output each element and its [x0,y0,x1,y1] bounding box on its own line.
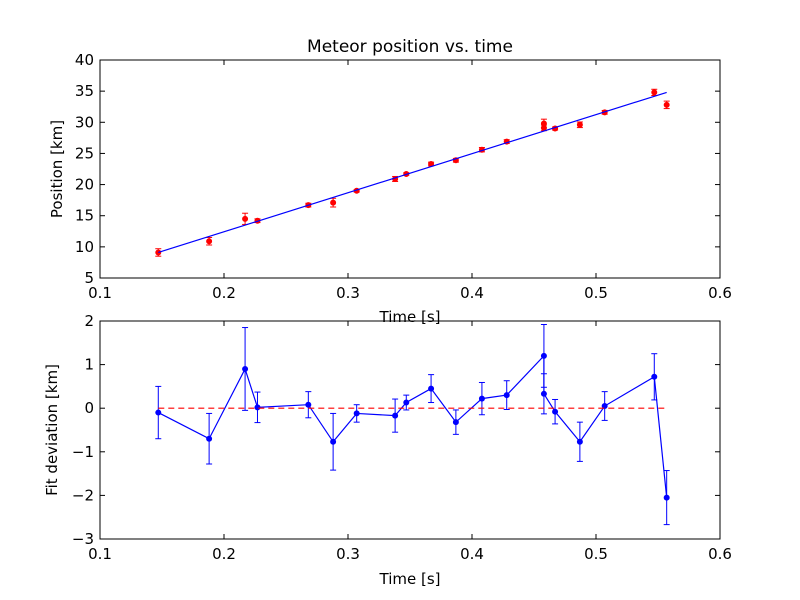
y-axis: 5 10 15 20 25 30 35 40 [75,51,720,287]
plot-area [155,88,670,257]
position-subplot: Meteor position vs. time 0.1 0.2 0.3 0.4 0.5… [48,37,732,326]
x-axis-label: Time [s] [379,308,441,326]
data-point [330,438,337,445]
data-point [663,494,670,501]
y-tick-label: 10 [75,238,94,256]
y-axis-label: Fit deviation [km] [43,364,61,496]
y-tick-label: −2 [72,486,94,504]
x-tick-label: 0.1 [88,545,112,563]
deviation-subplot: 0.1 0.2 0.3 0.4 0.5 0.6 −3 −2 −1 0 1 2 Time [s] Fi… [43,312,732,588]
data-point [503,392,510,399]
plot-area [155,323,670,526]
plot-frame [99,320,721,540]
y-tick-label: −3 [72,530,94,548]
data-point [601,403,608,410]
data-point [452,419,459,426]
data-point [576,438,583,445]
x-tick-label: 0.6 [708,284,732,302]
y-tick-label: 1 [84,356,94,374]
data-point [428,385,435,392]
data-point [206,238,213,245]
data-point [552,408,559,415]
y-tick-label: 5 [84,269,94,287]
data-point [663,101,670,108]
x-tick-label: 0.5 [584,545,608,563]
data-point [206,435,213,442]
x-tick-label: 0.2 [212,545,236,563]
data-point [305,401,312,408]
x-tick-label: 0.3 [336,545,360,563]
chart-title: Meteor position vs. time [307,37,513,57]
y-tick-label: 30 [75,113,94,131]
y-tick-label: 15 [75,207,94,225]
data-point [540,390,547,397]
x-tick-label: 0.5 [584,284,608,302]
fit-line [158,91,667,254]
data-point [254,404,261,411]
y-tick-label: 35 [75,82,94,100]
data-point [540,124,547,131]
y-tick-label: 2 [84,312,94,330]
x-axis-label: Time [s] [379,570,441,588]
data-point [242,365,249,372]
data-point [576,121,583,128]
y-tick-label: 0 [84,399,94,417]
data-point [651,89,658,96]
x-axis: 0.1 0.2 0.3 0.4 0.5 0.6 [88,60,732,302]
y-tick-label: −1 [72,443,94,461]
x-tick-label: 0.4 [460,545,484,563]
x-tick-label: 0.2 [212,284,236,302]
data-point [242,215,249,222]
x-tick-label: 0.3 [336,284,360,302]
y-axis-label: Position [km] [48,120,66,218]
plot-frame [99,59,721,279]
data-point [392,412,399,419]
y-axis: −3 −2 −1 0 1 2 [72,312,720,548]
y-tick-label: 25 [75,144,94,162]
x-tick-label: 0.1 [88,284,112,302]
x-axis: 0.1 0.2 0.3 0.4 0.5 0.6 [88,321,732,563]
data-point [155,409,162,416]
data-point [330,199,337,206]
data-point [478,395,485,402]
series-line [158,354,668,498]
x-tick-label: 0.6 [708,545,732,563]
y-tick-label: 40 [75,51,94,69]
data-point [651,373,658,380]
data-point [403,399,410,406]
x-tick-label: 0.4 [460,284,484,302]
y-tick-label: 20 [75,176,94,194]
data-point [540,352,547,359]
data-point [353,410,360,417]
